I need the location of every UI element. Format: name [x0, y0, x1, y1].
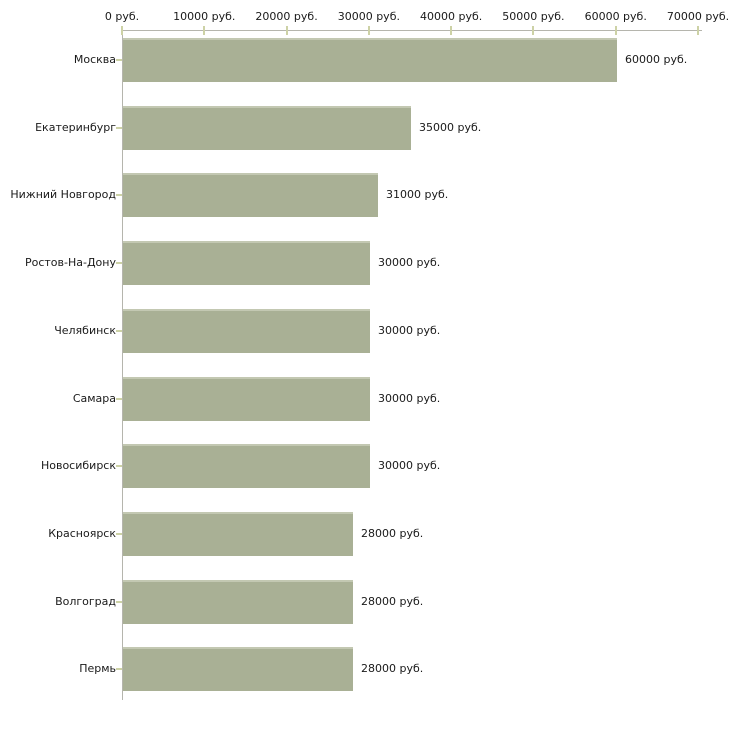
- value-label: 30000 руб.: [378, 459, 441, 473]
- value-label: 30000 руб.: [378, 323, 441, 337]
- category-label: Новосибирск: [40, 459, 116, 473]
- x-axis-tick-label: 70000 руб.: [666, 10, 730, 23]
- x-axis-tick-mark: [121, 26, 123, 35]
- value-label: 31000 руб.: [386, 188, 449, 202]
- y-axis-tick-mark: [116, 126, 122, 129]
- value-label: 28000 руб.: [361, 594, 424, 608]
- x-axis-tick-label: 20000 руб.: [255, 10, 318, 23]
- bar: [123, 579, 353, 624]
- x-axis-tick-label: 40000 руб.: [420, 10, 483, 23]
- category-label: Ростов-На-Дону: [24, 256, 116, 270]
- bar: [123, 308, 370, 353]
- category-label: Москва: [73, 53, 116, 66]
- value-label: 35000 руб.: [419, 120, 482, 134]
- x-axis-tick-mark: [367, 26, 370, 35]
- y-axis-tick-mark: [116, 194, 122, 197]
- bar: [123, 444, 370, 489]
- bar: [123, 376, 370, 421]
- bar: [123, 647, 353, 692]
- category-label: Нижний Новгород: [10, 188, 116, 202]
- category-label: Пермь: [79, 662, 116, 676]
- category-label: Екатеринбург: [35, 120, 116, 134]
- x-axis-tick-mark: [285, 26, 288, 35]
- category-label: Волгоград: [55, 594, 116, 608]
- y-axis-tick-mark: [116, 397, 122, 400]
- y-axis-tick-mark: [116, 600, 122, 603]
- y-axis-line: [122, 30, 123, 700]
- bar: [123, 173, 378, 218]
- y-axis-tick-mark: [116, 59, 122, 61]
- x-axis-tick-mark: [450, 26, 453, 35]
- value-label: 60000 руб.: [625, 53, 688, 66]
- x-axis-tick-mark: [532, 26, 535, 35]
- value-label: 30000 руб.: [378, 256, 441, 270]
- category-label: Красноярск: [48, 526, 116, 540]
- x-axis-tick-label: 30000 руб.: [337, 10, 400, 23]
- x-axis-tick-mark: [203, 26, 206, 35]
- bar: [123, 241, 370, 286]
- y-axis-tick-mark: [116, 262, 122, 265]
- x-axis-tick-label: 0 руб.: [104, 10, 140, 23]
- y-axis-tick-mark: [116, 532, 122, 535]
- x-axis-tick-mark: [614, 26, 617, 35]
- x-axis-tick-label: 60000 руб.: [584, 10, 647, 23]
- x-axis-tick-label: 50000 руб.: [502, 10, 565, 23]
- bar: [123, 38, 617, 82]
- category-label: Челябинск: [54, 323, 116, 337]
- value-label: 30000 руб.: [378, 391, 441, 405]
- bar: [123, 511, 353, 556]
- x-axis-line: [122, 30, 702, 31]
- y-axis-tick-mark: [116, 465, 122, 468]
- value-label: 28000 руб.: [361, 662, 424, 676]
- y-axis-tick-mark: [116, 329, 122, 332]
- bar: [123, 105, 411, 150]
- x-axis-tick-label: 10000 руб.: [173, 10, 236, 23]
- y-axis-tick-mark: [116, 668, 122, 671]
- value-label: 28000 руб.: [361, 526, 424, 540]
- category-label: Самара: [72, 391, 116, 405]
- x-axis-tick-mark: [697, 26, 699, 35]
